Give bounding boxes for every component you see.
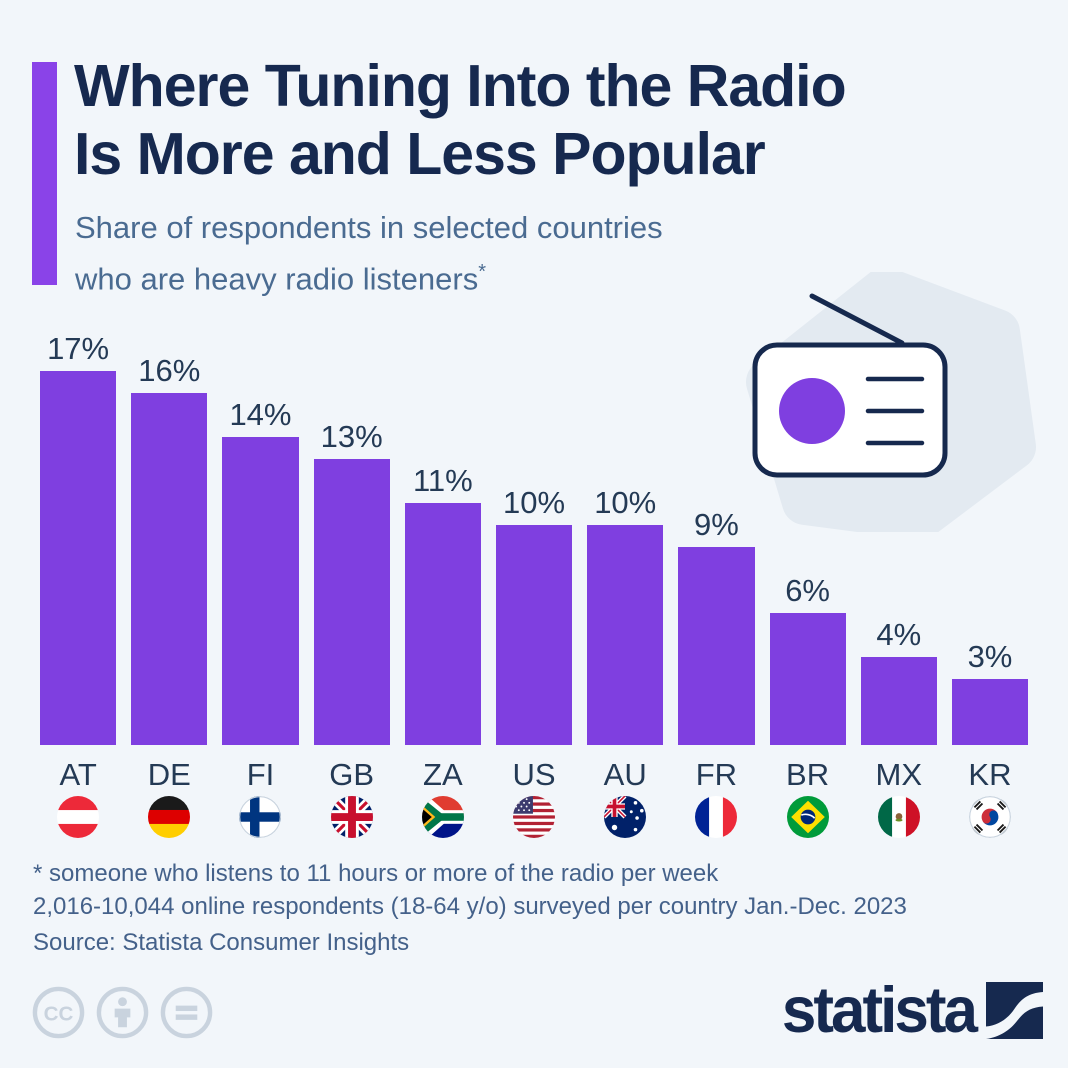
bar-value-label: 10%	[503, 485, 566, 520]
bar-value-label: 10%	[594, 485, 657, 520]
country-column: 10% US	[495, 485, 573, 838]
country-column: 4% MX	[860, 617, 937, 838]
country-code-label: ZA	[423, 757, 463, 792]
country-code-label: KR	[968, 757, 1012, 792]
bar-value-label: 13%	[320, 419, 383, 454]
country-code-label: MX	[875, 757, 923, 792]
bar	[222, 437, 299, 745]
subtitle: Share of respondents in selected countri…	[75, 206, 663, 301]
country-code-label: GB	[329, 757, 375, 792]
footnote-line1: * someone who listens to 11 hours or mor…	[33, 860, 719, 887]
country-code-label: AT	[59, 757, 97, 792]
bar	[951, 679, 1029, 745]
country-column: 11% ZA	[404, 463, 481, 838]
cc-icon: CC	[32, 986, 85, 1039]
statista-wordmark: statista	[781, 974, 978, 1047]
bar-value-label: 3%	[967, 639, 1013, 674]
austria-flag-icon	[57, 796, 99, 838]
svg-text:CC: CC	[44, 1002, 74, 1025]
country-column: 17% AT	[40, 331, 117, 838]
bar-value-label: 4%	[876, 617, 922, 652]
mexico-flag-icon	[878, 796, 920, 838]
united-states-flag-icon	[513, 796, 555, 838]
page-title: Where Tuning Into the Radio Is More and …	[74, 52, 847, 188]
country-code-label: BR	[786, 757, 830, 792]
title-accent-bar	[32, 62, 57, 285]
bar-value-label: 16%	[138, 353, 201, 388]
bar-value-label: 6%	[785, 573, 830, 608]
footnote-line2: 2,016-10,044 online respondents (18-64 y…	[33, 893, 907, 920]
bar	[404, 503, 481, 745]
south-africa-flag-icon	[422, 796, 464, 838]
bar-value-label: 9%	[694, 507, 739, 542]
bar-value-label: 14%	[229, 397, 292, 432]
country-column: 13% GB	[313, 419, 390, 838]
finland-flag-icon	[239, 796, 281, 838]
bar	[678, 547, 755, 745]
page-title-line1: Where Tuning Into the Radio	[74, 53, 847, 119]
country-column: 3% KR	[951, 639, 1029, 838]
radio-speaker	[779, 378, 845, 444]
bar	[313, 459, 390, 745]
bar	[495, 525, 573, 745]
country-column: 16% DE	[131, 353, 208, 838]
radio-antenna	[809, 293, 905, 346]
bar-chart: 17% AT 16% DE 14% FI 13% GB 11% ZA 10% US 10% AU 9% FR 6…	[40, 331, 1029, 838]
country-column: 14% FI	[222, 397, 299, 838]
country-code-label: DE	[147, 757, 191, 792]
france-flag-icon	[695, 796, 737, 838]
cc-nd-icon	[160, 986, 213, 1039]
source-line: Source: Statista Consumer Insights	[33, 929, 410, 956]
statista-logo-mark	[986, 982, 1043, 1039]
united-kingdom-flag-icon	[331, 796, 373, 838]
subtitle-line2: who are heavy radio listeners*	[75, 261, 487, 297]
bar	[131, 393, 208, 745]
bar	[587, 525, 664, 745]
cc-by-icon	[96, 986, 149, 1039]
country-column: 6% BR	[769, 573, 846, 838]
country-column: 9% FR	[678, 507, 755, 838]
bar-value-label: 17%	[47, 331, 110, 366]
brazil-flag-icon	[787, 796, 829, 838]
country-code-label: FI	[246, 757, 275, 792]
country-code-label: FR	[695, 757, 738, 792]
radio-tuner-lines	[865, 376, 925, 446]
radio-icon	[746, 272, 1036, 532]
subtitle-line1: Share of respondents in selected countri…	[75, 210, 663, 245]
footnote-marker: *	[478, 261, 487, 283]
bar	[40, 371, 117, 745]
south-korea-flag-icon	[969, 796, 1011, 838]
country-code-label: AU	[603, 757, 647, 792]
country-column: 10% AU	[587, 485, 664, 838]
germany-flag-icon	[148, 796, 190, 838]
statista-logo: statista	[781, 974, 1043, 1047]
page-title-line2: Is More and Less Popular	[74, 121, 766, 187]
cc-license-icons: CC	[31, 985, 214, 1040]
australia-flag-icon	[604, 796, 646, 838]
bar	[769, 613, 846, 745]
bar	[860, 657, 937, 745]
bar-value-label: 11%	[412, 463, 473, 498]
country-code-label: US	[512, 757, 556, 792]
footnote: * someone who listens to 11 hours or mor…	[33, 857, 907, 923]
